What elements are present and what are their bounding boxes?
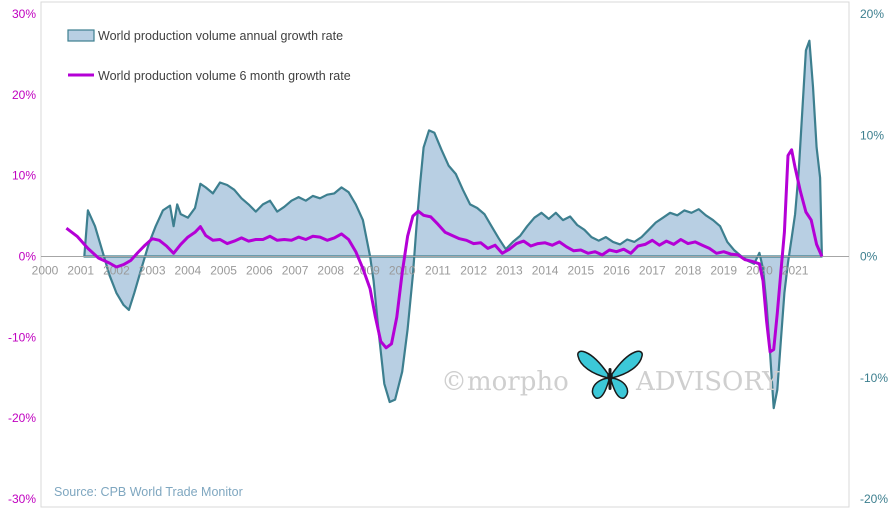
y-axis-right: -20% -10% 0% 10% 20% [860, 7, 888, 506]
series-6month-line [65, 148, 824, 354]
x-tick-label: 2019 [710, 264, 737, 278]
x-tick-label: 2014 [532, 264, 559, 278]
x-tick-label: 2009 [353, 264, 380, 278]
x-tick-label: 2000 [32, 264, 59, 278]
legend-label-6month: World production volume 6 month growth r… [98, 69, 351, 83]
x-tick-label: 2015 [567, 264, 594, 278]
x-tick-label: 2006 [246, 264, 273, 278]
x-tick-label: 2012 [460, 264, 487, 278]
y-left-tick-label: -10% [8, 330, 36, 344]
x-tick-label: 2004 [175, 264, 202, 278]
legend-label-annual: World production volume annual growth ra… [98, 29, 343, 43]
y-right-tick-label: -20% [860, 492, 888, 506]
x-tick-label: 2017 [639, 264, 666, 278]
x-tick-label: 2013 [496, 264, 523, 278]
series-6month-growth [65, 148, 824, 354]
x-tick-label: 2001 [67, 264, 94, 278]
butterfly-icon [577, 350, 643, 399]
x-tick-label: 2003 [139, 264, 166, 278]
watermark: ©morpho ADVISORY [441, 350, 780, 399]
x-tick-label: 2018 [675, 264, 702, 278]
plot-frame [40, 1, 850, 508]
y-right-tick-label: -10% [860, 371, 888, 385]
source-note: Source: CPB World Trade Monitor [54, 485, 243, 499]
x-tick-label: 2016 [603, 264, 630, 278]
x-tick-label: 2002 [103, 264, 130, 278]
y-axis-left: -30% -20% -10% 0% 10% 20% 30% [8, 7, 36, 506]
y-right-tick-label: 20% [860, 7, 884, 21]
legend: World production volume annual growth ra… [67, 29, 351, 83]
series-annual-growth [83, 39, 823, 410]
y-left-tick-label: 20% [12, 88, 36, 102]
y-right-tick-label: 0% [860, 250, 878, 264]
watermark-text-suffix: ADVISORY [635, 367, 780, 397]
y-left-tick-label: 0% [19, 250, 37, 264]
x-tick-label: 2005 [210, 264, 237, 278]
y-left-tick-label: 10% [12, 169, 36, 183]
y-right-tick-label: 10% [860, 128, 884, 142]
x-tick-label: 2007 [282, 264, 309, 278]
x-tick-label: 2011 [425, 264, 451, 278]
x-tick-label: 2008 [317, 264, 344, 278]
y-left-tick-label: 30% [12, 7, 36, 21]
watermark-text-prefix: ©morpho [441, 367, 569, 397]
y-left-tick-label: -20% [8, 411, 36, 425]
x-axis: 2000 2001 2002 2003 2004 2005 2006 2007 2008 2009… [32, 264, 809, 278]
y-left-tick-label: -30% [8, 492, 36, 506]
x-tick-label: 2021 [782, 264, 809, 278]
legend-swatch-annual [67, 29, 95, 42]
series-annual-area [83, 39, 823, 410]
